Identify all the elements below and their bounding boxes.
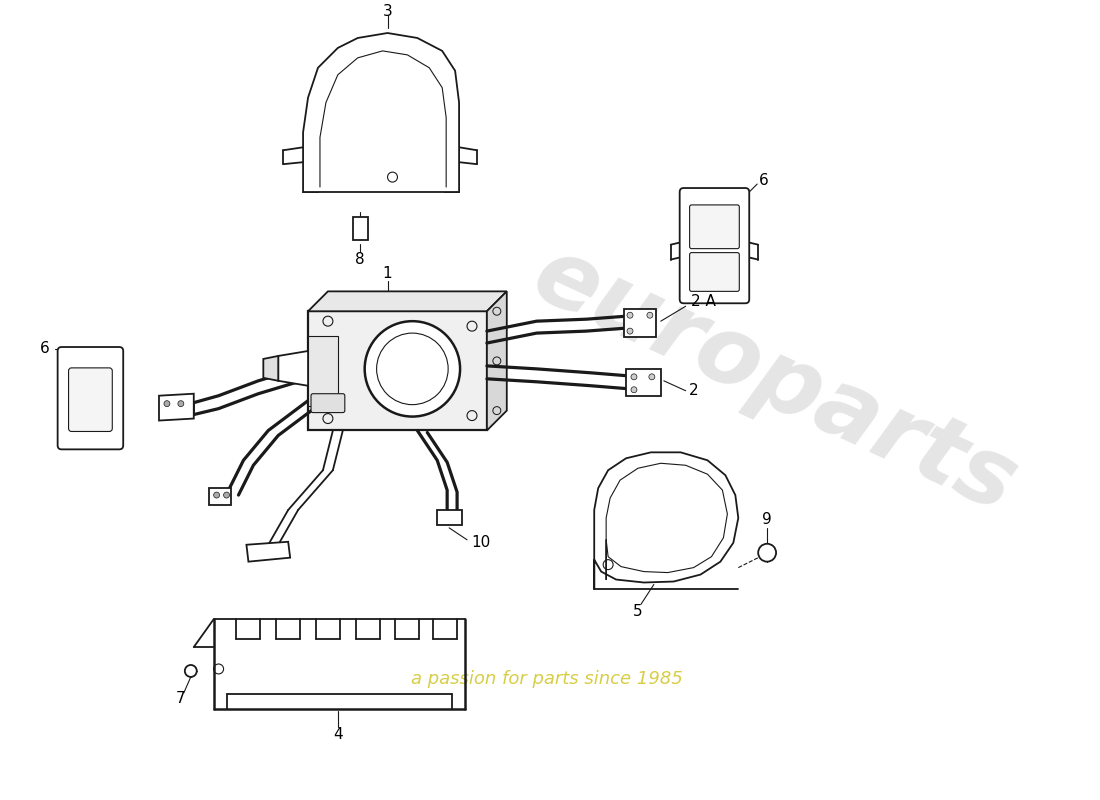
Circle shape	[178, 401, 184, 406]
Polygon shape	[209, 488, 231, 505]
Circle shape	[627, 312, 632, 318]
Circle shape	[627, 328, 632, 334]
Circle shape	[647, 312, 652, 318]
FancyBboxPatch shape	[68, 368, 112, 431]
Circle shape	[631, 374, 637, 380]
Polygon shape	[594, 452, 738, 590]
Text: a passion for parts since 1985: a passion for parts since 1985	[410, 670, 682, 688]
Text: 2: 2	[689, 383, 698, 398]
Polygon shape	[304, 33, 459, 192]
Polygon shape	[263, 356, 278, 381]
Text: 3: 3	[383, 4, 393, 18]
Polygon shape	[308, 311, 487, 430]
Text: 10: 10	[471, 535, 491, 550]
Polygon shape	[160, 394, 194, 421]
Text: 6: 6	[40, 342, 49, 357]
Polygon shape	[437, 510, 462, 525]
Polygon shape	[353, 217, 367, 240]
Polygon shape	[308, 336, 338, 406]
Circle shape	[223, 492, 230, 498]
Polygon shape	[626, 369, 661, 396]
Text: europarts: europarts	[519, 229, 1031, 533]
Polygon shape	[308, 291, 507, 311]
FancyBboxPatch shape	[690, 253, 739, 291]
Text: 5: 5	[634, 604, 642, 619]
Circle shape	[631, 386, 637, 393]
Circle shape	[758, 544, 777, 562]
Polygon shape	[278, 351, 308, 386]
Circle shape	[365, 321, 460, 417]
Polygon shape	[246, 542, 290, 562]
FancyBboxPatch shape	[680, 188, 749, 303]
Circle shape	[649, 374, 654, 380]
Polygon shape	[624, 310, 656, 337]
Text: 8: 8	[355, 252, 364, 267]
Polygon shape	[487, 291, 507, 430]
Circle shape	[213, 492, 220, 498]
Circle shape	[185, 665, 197, 677]
Text: 6: 6	[759, 173, 769, 187]
FancyBboxPatch shape	[311, 394, 344, 413]
Circle shape	[164, 401, 169, 406]
Text: 9: 9	[762, 513, 772, 527]
FancyBboxPatch shape	[57, 347, 123, 450]
FancyBboxPatch shape	[690, 205, 739, 249]
Text: 1: 1	[383, 266, 393, 281]
Text: 7: 7	[176, 691, 186, 706]
Text: 2 A: 2 A	[691, 294, 715, 309]
Text: 4: 4	[333, 727, 343, 742]
